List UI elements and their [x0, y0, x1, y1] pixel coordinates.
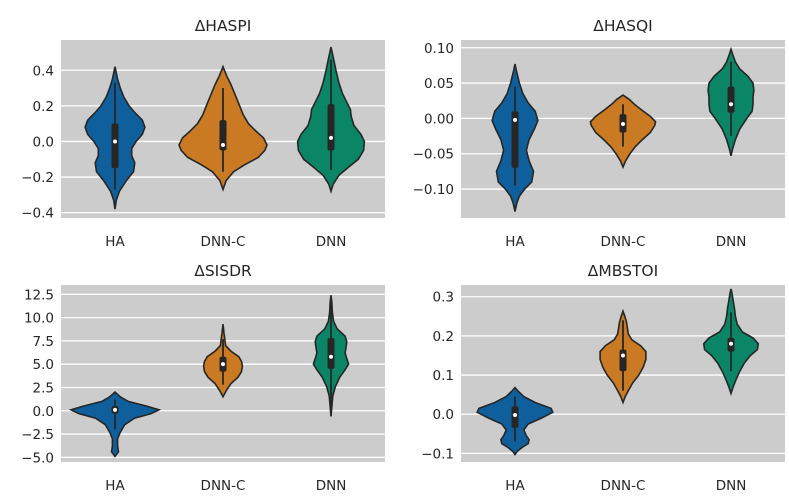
- y-tick-label: 5.0: [33, 357, 54, 373]
- iqr-box: [511, 406, 519, 428]
- iqr-box: [219, 120, 227, 151]
- y-tick-label: 0.05: [424, 76, 454, 92]
- iqr-box: [327, 338, 335, 369]
- chart-title: ΔHASQI: [593, 17, 652, 35]
- iqr-box: [327, 104, 335, 151]
- x-tick-label: DNN: [316, 478, 347, 494]
- median-point: [221, 143, 225, 148]
- chart-panel-3: −5.0 −2.5 0.0 2.5 5.0 7.5 10.0 12.5 ΔSISDR HA DNN-…: [21, 262, 385, 494]
- x-tick-label: DNN-C: [601, 234, 646, 250]
- x-tick-label: DNN: [316, 234, 347, 250]
- x-tick-label: DNN: [716, 234, 747, 250]
- y-tick-label: 0.0: [33, 134, 54, 150]
- median-point: [329, 354, 333, 359]
- y-tick-label: 0.0: [33, 404, 54, 420]
- x-tick-label: DNN-C: [601, 478, 646, 494]
- chart-title: ΔSISDR: [194, 262, 252, 280]
- median-point: [113, 139, 117, 144]
- y-tick-label: −0.05: [413, 147, 454, 163]
- median-point: [513, 117, 517, 122]
- iqr-box: [111, 123, 119, 169]
- iqr-box: [619, 349, 627, 372]
- chart-title: ΔMBSTOI: [588, 262, 658, 280]
- y-tick-label: 0.2: [433, 329, 454, 345]
- median-point: [621, 353, 625, 358]
- median-point: [621, 122, 625, 127]
- y-tick-label: 0.00: [424, 111, 454, 127]
- y-tick-label: 0.3: [433, 290, 454, 306]
- y-tick-label: −0.10: [413, 182, 454, 198]
- y-tick-label: −5.0: [21, 450, 54, 466]
- x-tick-label: HA: [105, 478, 125, 494]
- median-point: [729, 102, 733, 107]
- y-tick-label: 7.5: [33, 334, 54, 350]
- y-tick-label: 12.5: [24, 287, 54, 303]
- y-tick-label: 0.0: [433, 407, 454, 423]
- y-tick-label: −0.1: [421, 446, 454, 462]
- chart-panel-1: −0.4 −0.2 0.0 0.2 0.4 ΔHASPI HA DNN-C DNN: [21, 17, 385, 250]
- median-point: [513, 413, 517, 418]
- median-point: [221, 362, 225, 367]
- x-tick-label: DNN: [716, 478, 747, 494]
- x-tick-label: DNN-C: [201, 478, 246, 494]
- y-tick-label: −0.2: [21, 170, 54, 186]
- iqr-box: [511, 111, 519, 168]
- y-tick-label: 2.5: [33, 380, 54, 396]
- x-tick-label: HA: [105, 234, 125, 250]
- y-tick-label: −0.4: [21, 206, 54, 222]
- y-tick-label: −2.5: [21, 427, 54, 443]
- median-point: [113, 407, 117, 412]
- median-point: [329, 135, 333, 140]
- x-tick-label: DNN-C: [201, 234, 246, 250]
- x-tick-label: HA: [505, 478, 525, 494]
- y-tick-label: 0.1: [433, 368, 454, 384]
- median-point: [729, 341, 733, 346]
- chart-title: ΔHASPI: [195, 17, 252, 35]
- iqr-box: [727, 86, 735, 113]
- chart-panel-2: −0.10 −0.05 0.00 0.05 0.10 ΔHASQI HA DNN-C DNN: [413, 17, 785, 250]
- x-tick-label: HA: [505, 234, 525, 250]
- chart-panel-4: −0.1 0.0 0.1 0.2 0.3 ΔMBSTOI HA DNN-C DNN: [421, 262, 785, 494]
- y-tick-label: 0.2: [33, 99, 54, 115]
- y-tick-label: 10.0: [24, 311, 54, 327]
- y-tick-label: 0.4: [33, 63, 54, 79]
- y-tick-label: 0.10: [424, 41, 454, 57]
